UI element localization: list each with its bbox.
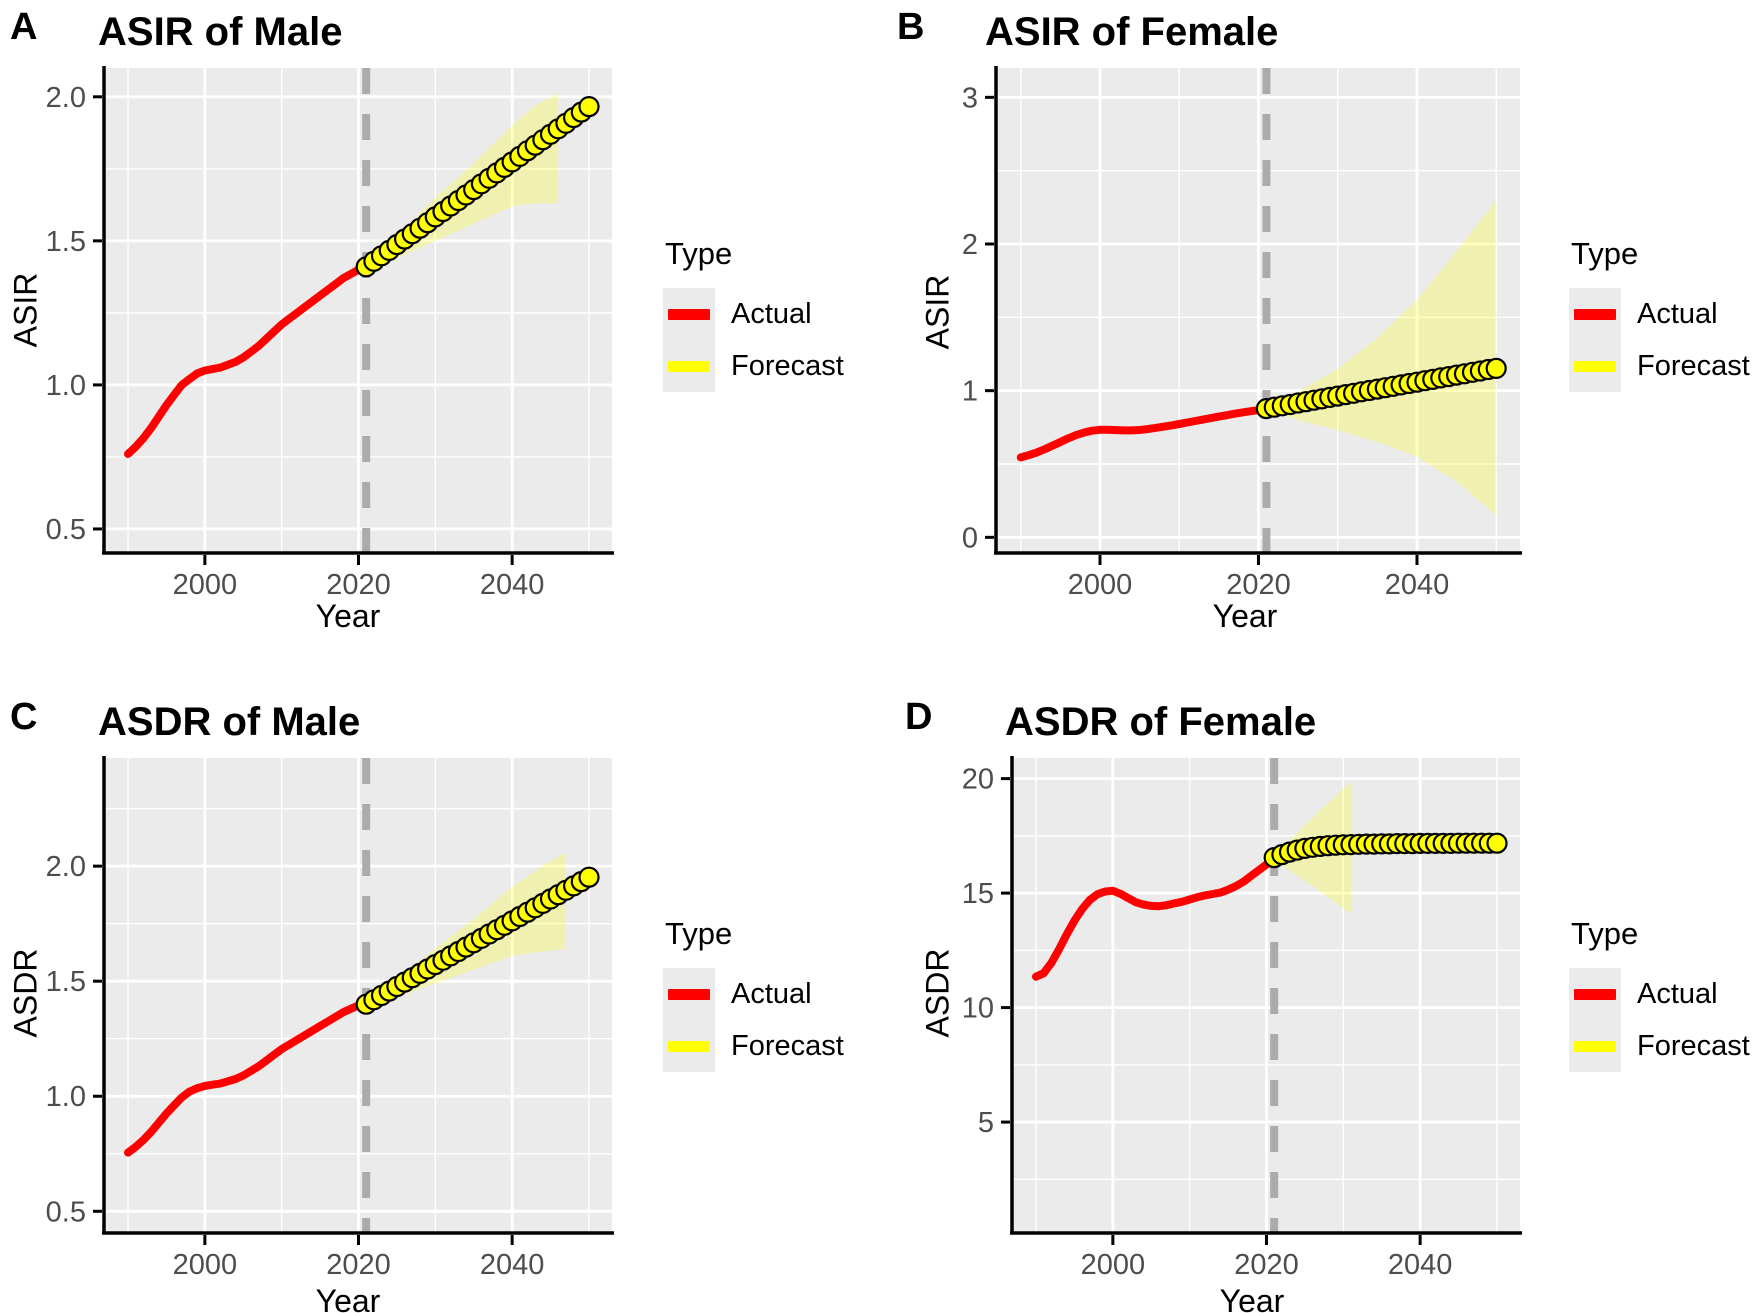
forecast-line-swatch: [668, 360, 710, 372]
y-tick-label: 0.5: [46, 1196, 86, 1228]
legend-item-forecast: Forecast: [1569, 340, 1750, 392]
x-tick-label: 2020: [1234, 1249, 1299, 1281]
y-tick-label: 10: [962, 993, 994, 1025]
actual-line: [124, 262, 371, 458]
legend-label: Actual: [731, 297, 812, 330]
x-axis-title-b: Year: [1212, 598, 1278, 634]
x-tick-label: 2000: [173, 1249, 238, 1281]
y-tick-label: 1.0: [46, 1081, 86, 1113]
legend-item-actual: Actual: [663, 968, 844, 1020]
legend-label: Actual: [1637, 297, 1718, 330]
forecast-point: [578, 95, 600, 118]
y-tick-label: 1: [962, 376, 978, 408]
legend-a: Type Actual Forecast: [663, 236, 844, 392]
legend-key: [1569, 1020, 1621, 1072]
actual-line: [1016, 405, 1271, 462]
confidence-band: [1266, 200, 1497, 516]
y-tick-label: 0.5: [46, 514, 86, 546]
actual-line: [1032, 856, 1279, 981]
legend-key: [1569, 968, 1621, 1020]
x-tick-label: 2000: [1068, 569, 1133, 601]
legend-key: [663, 1020, 715, 1072]
x-tick-label: 2040: [480, 1249, 545, 1281]
actual-line-swatch: [1574, 988, 1616, 1000]
y-tick-label: 3: [962, 82, 978, 114]
y-axis-title-a: ASIR: [7, 272, 44, 348]
x-tick-label: 2040: [480, 569, 545, 601]
panel-tag-a: A: [10, 6, 38, 48]
panel-tag-c: C: [10, 696, 38, 738]
legend-item-actual: Actual: [663, 288, 844, 340]
y-tick-label: 1.5: [46, 966, 86, 998]
legend-d: Type Actual Forecast: [1569, 916, 1750, 1072]
forecast-point: [1485, 357, 1507, 379]
legend-b: Type Actual Forecast: [1569, 236, 1750, 392]
legend-label: Actual: [731, 977, 812, 1010]
y-tick-label: 2.0: [46, 851, 86, 883]
actual-line-swatch: [668, 988, 710, 1000]
legend-key: [1569, 340, 1621, 392]
y-tick-label: 1.0: [46, 370, 86, 402]
legend-key: [663, 288, 715, 340]
x-tick-label: 2020: [326, 1249, 391, 1281]
y-tick-label: 2.0: [46, 82, 86, 114]
y-tick-label: 15: [962, 878, 994, 910]
legend-label: Forecast: [731, 349, 844, 382]
y-tick-label: 20: [962, 764, 994, 796]
x-tick-label: 2000: [1081, 1249, 1146, 1281]
legend-title: Type: [1571, 236, 1639, 271]
x-tick-label: 2000: [173, 569, 238, 601]
forecast-line-swatch: [1574, 1040, 1616, 1052]
x-axis-title-c: Year: [315, 1283, 381, 1313]
legend-item-forecast: Forecast: [663, 1020, 844, 1072]
y-axis-title-d: ASDR: [919, 948, 956, 1038]
y-tick-label: 5: [978, 1107, 994, 1139]
legend-label: Forecast: [731, 1029, 844, 1062]
legend-c: Type Actual Forecast: [663, 916, 844, 1072]
legend-title: Type: [1571, 916, 1639, 951]
x-axis-title-a: Year: [315, 598, 381, 634]
legend-item-forecast: Forecast: [1569, 1020, 1750, 1072]
legend-key: [663, 968, 715, 1020]
x-tick-label: 2020: [1226, 569, 1291, 601]
forecast-line-swatch: [1574, 360, 1616, 372]
panel-title-c: ASDR of Male: [98, 700, 361, 744]
legend-key: [663, 340, 715, 392]
actual-line-swatch: [668, 308, 710, 320]
x-axis-title-d: Year: [1219, 1283, 1285, 1313]
forecast-line-swatch: [668, 1040, 710, 1052]
legend-label: Forecast: [1637, 349, 1750, 382]
legend-key: [1569, 288, 1621, 340]
panel-title-b: ASIR of Female: [985, 10, 1279, 54]
forecast-point: [578, 866, 600, 888]
actual-line-swatch: [1574, 308, 1616, 320]
y-axis-title-b: ASIR: [919, 274, 956, 350]
panel-tag-d: D: [905, 696, 933, 738]
panel-title-d: ASDR of Female: [1005, 700, 1317, 744]
legend-item-actual: Actual: [1569, 968, 1750, 1020]
x-tick-label: 2020: [326, 569, 391, 601]
legend-item-actual: Actual: [1569, 288, 1750, 340]
legend-title: Type: [665, 916, 733, 951]
y-tick-label: 1.5: [46, 226, 86, 258]
legend-title: Type: [665, 236, 733, 271]
y-axis-title-c: ASDR: [7, 948, 44, 1038]
legend-label: Actual: [1637, 977, 1718, 1010]
x-tick-label: 2040: [1385, 569, 1450, 601]
y-tick-label: 2: [962, 229, 978, 261]
legend-item-forecast: Forecast: [663, 340, 844, 392]
actual-line: [124, 999, 371, 1157]
legend-label: Forecast: [1637, 1029, 1750, 1062]
y-tick-label: 0: [962, 522, 978, 554]
panel-tag-b: B: [897, 6, 925, 48]
panel-title-a: ASIR of Male: [98, 10, 343, 54]
x-tick-label: 2040: [1388, 1249, 1453, 1281]
forecast-point: [1486, 832, 1508, 854]
